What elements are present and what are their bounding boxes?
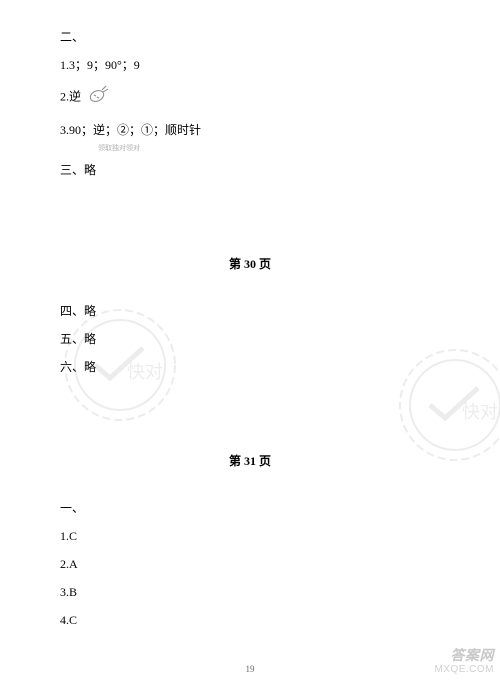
item-2-prefix: 2.逆 xyxy=(60,89,81,103)
watermark-small-text: 领取独对领对 xyxy=(98,143,440,153)
section-2-label: 二、 xyxy=(60,28,440,46)
question-2: 2.A xyxy=(60,555,440,573)
section-2-item-2: 2.逆 xyxy=(60,84,440,111)
section-4: 四、略 xyxy=(60,302,440,320)
section-2-item-1: 1.3；9；90°；9 xyxy=(60,56,440,74)
section-2-item-3: 3.90；逆；②；①；顺时针 xyxy=(60,121,440,139)
question-4: 4.C xyxy=(60,611,440,629)
question-1: 1.C xyxy=(60,527,440,545)
section-3: 三、略 xyxy=(60,161,440,179)
section-6: 六、略 xyxy=(60,358,440,376)
svg-text:快对: 快对 xyxy=(462,402,498,422)
watermark-cn: 答案网 xyxy=(434,647,494,664)
question-3: 3.B xyxy=(60,583,440,601)
carrot-icon xyxy=(86,84,110,111)
page-number: 19 xyxy=(246,664,255,674)
section-1-label: 一、 xyxy=(60,499,440,517)
watermark-url: MXQE.COM xyxy=(434,664,494,676)
page-31-title: 第 31 页 xyxy=(60,452,440,469)
bottom-watermark: 答案网 MXQE.COM xyxy=(434,647,494,676)
section-5: 五、略 xyxy=(60,330,440,348)
page-30-title: 第 30 页 xyxy=(60,255,440,272)
